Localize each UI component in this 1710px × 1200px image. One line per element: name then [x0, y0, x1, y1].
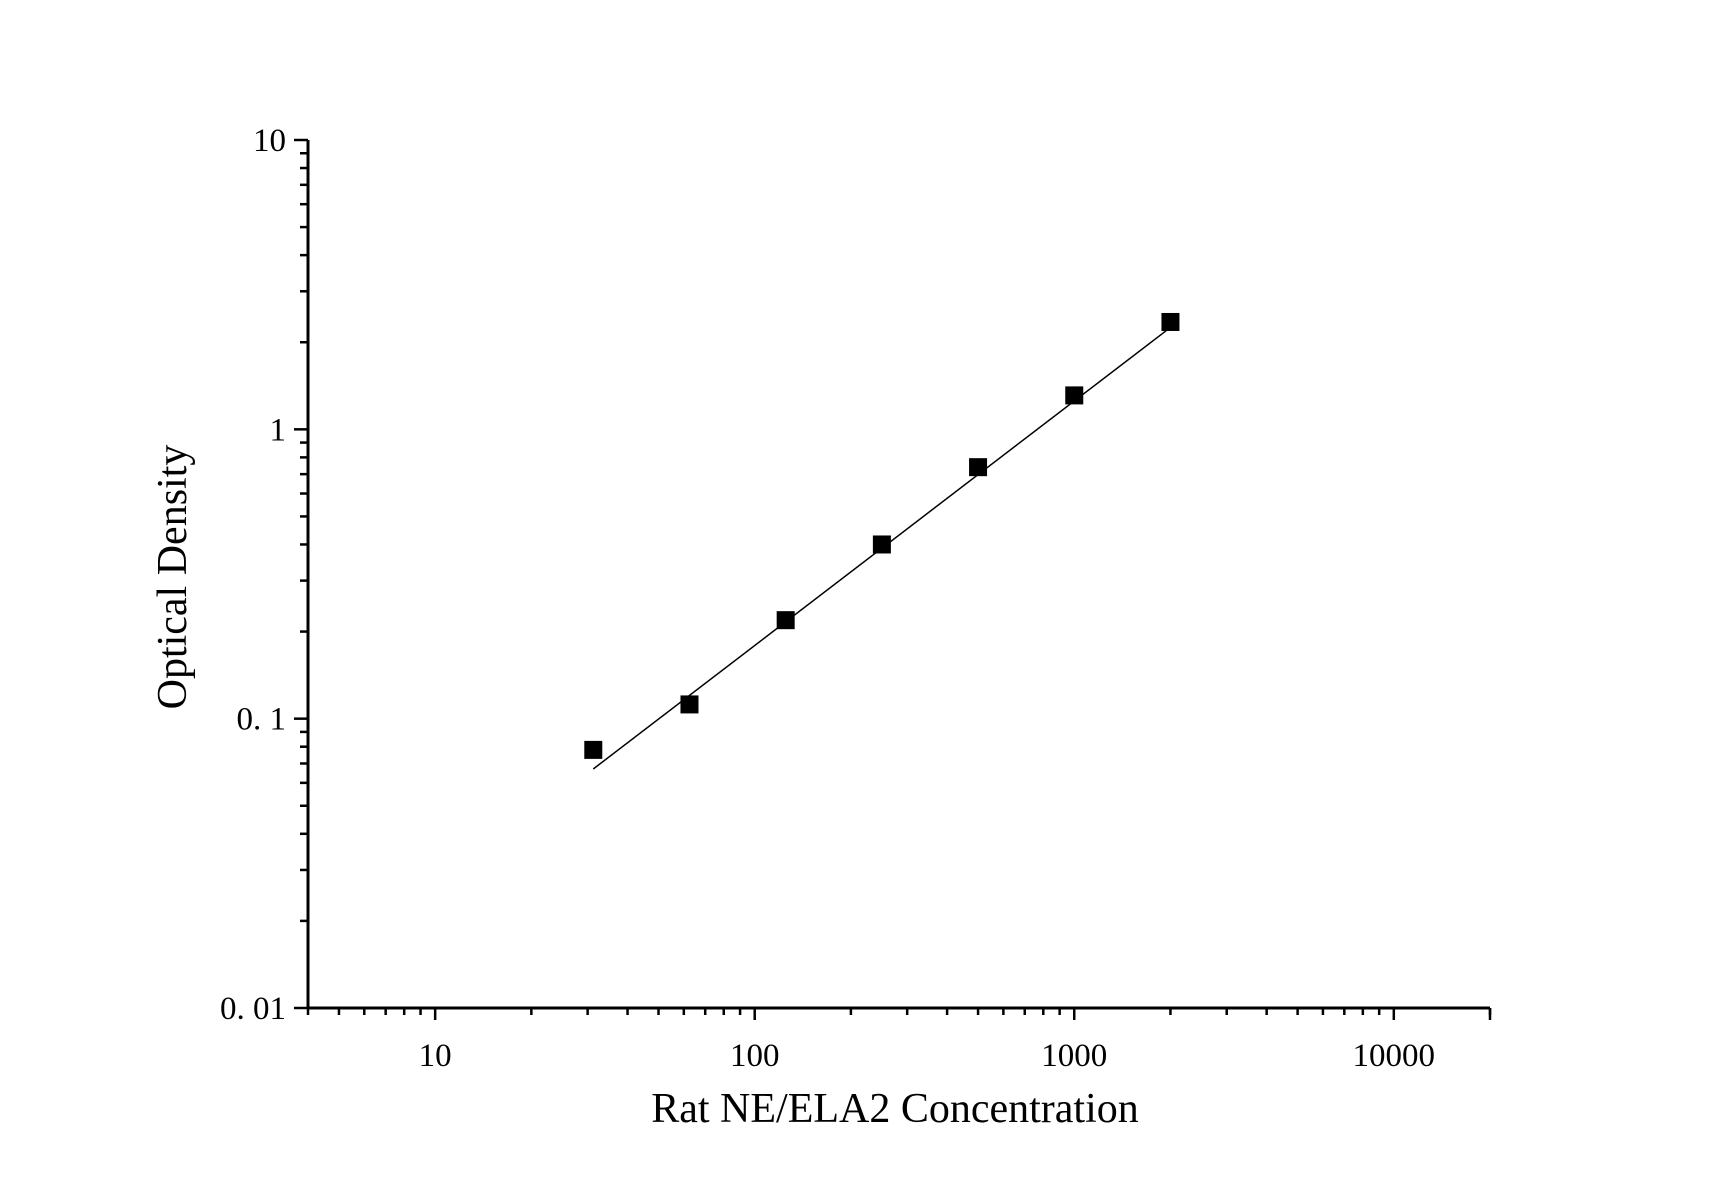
y-tick-label: 0. 01 [220, 991, 286, 1027]
data-point [969, 458, 988, 477]
y-tick-label: 1 [270, 412, 287, 448]
x-tick-label: 10 [419, 1038, 452, 1074]
axes: 10 100 1000 10000 0. 01 0. 1 1 10 [220, 123, 1492, 1074]
data-point [872, 535, 891, 554]
y-tick-label: 10 [253, 123, 286, 159]
x-tick-label: 1000 [1041, 1038, 1107, 1074]
data-point [1161, 312, 1180, 331]
data-point [1065, 386, 1084, 405]
data-point [584, 740, 603, 759]
x-tick-label: 10000 [1353, 1038, 1436, 1074]
y-axis-title: Optical Density [150, 445, 196, 710]
data-points [584, 312, 1180, 759]
x-tick-label: 100 [730, 1038, 780, 1074]
data-point [776, 611, 795, 630]
x-axis-title: Rat NE/ELA2 Concentration [651, 1086, 1139, 1132]
data-point [680, 695, 699, 714]
y-tick-label: 0. 1 [237, 702, 287, 738]
